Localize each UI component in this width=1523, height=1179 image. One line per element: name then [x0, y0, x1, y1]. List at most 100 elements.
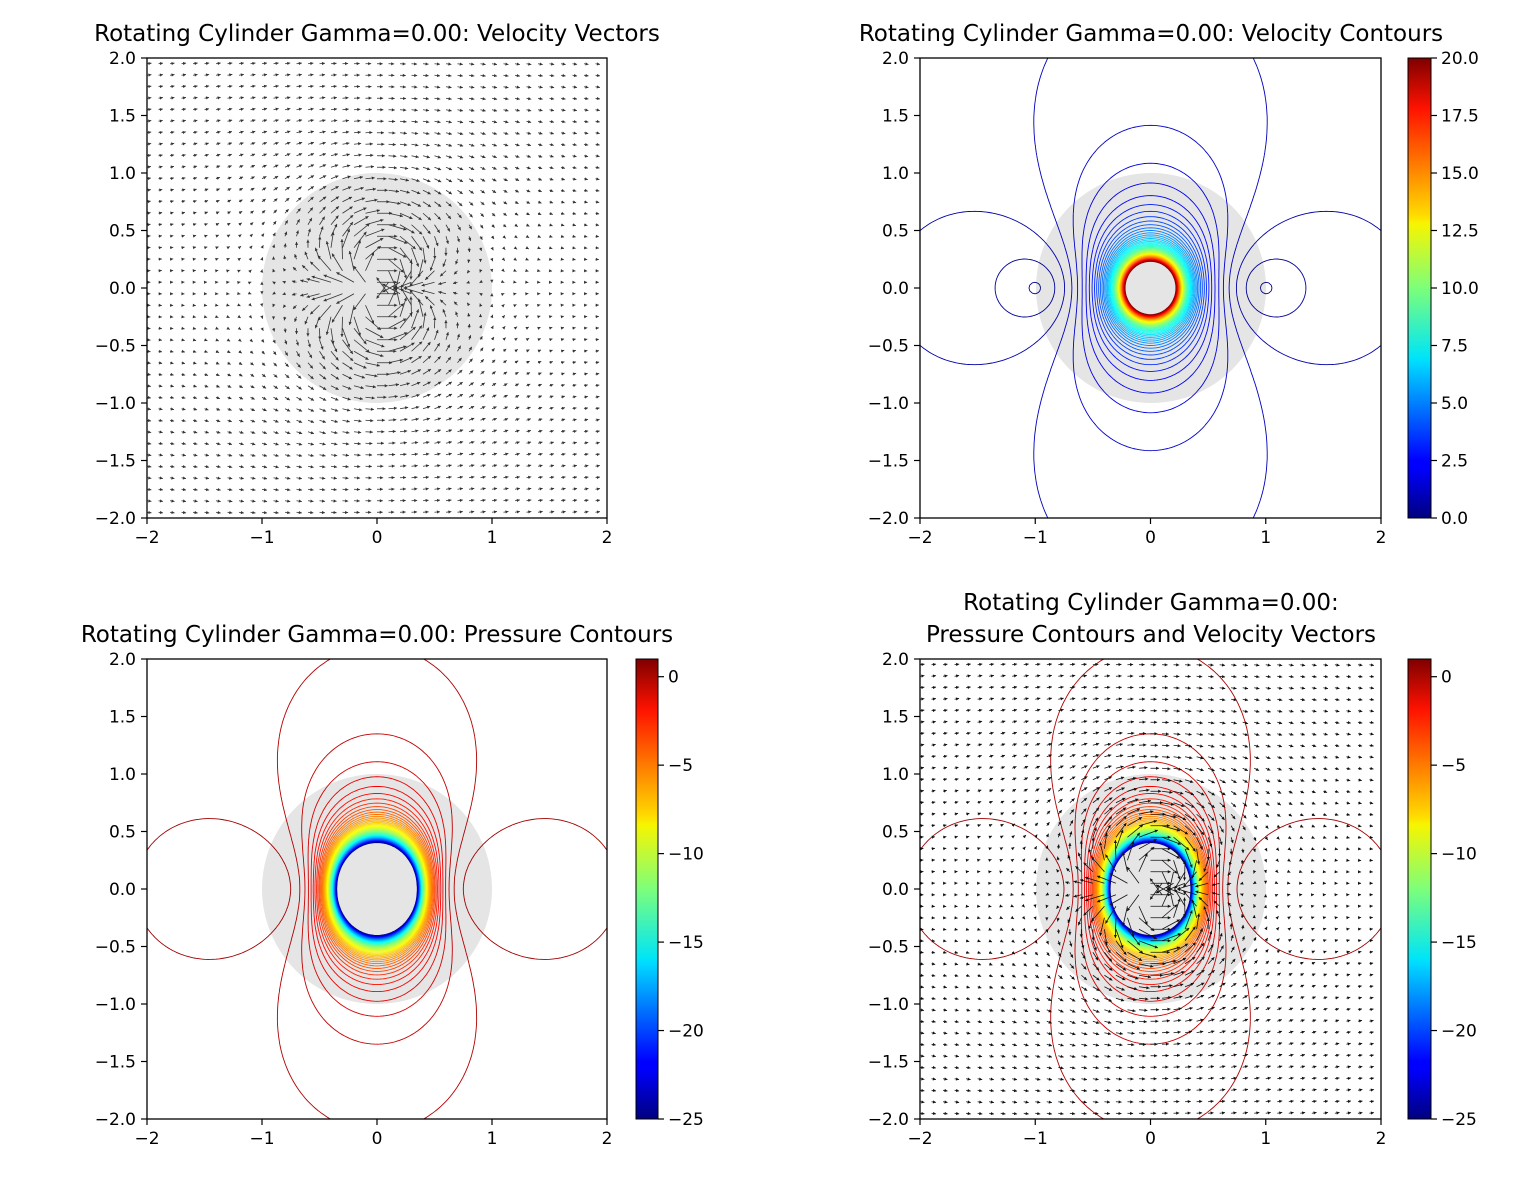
vector-head: [585, 85, 589, 89]
vector-head: [1347, 1042, 1351, 1046]
vector-head: [1324, 1099, 1329, 1104]
vector-head: [379, 73, 383, 77]
vector-head: [1187, 1076, 1192, 1081]
vector-head: [263, 96, 268, 100]
vector-head: [171, 487, 175, 492]
vector-head: [215, 234, 219, 238]
vector-head: [967, 1077, 971, 1081]
vector-head: [380, 353, 384, 358]
vector-head: [298, 431, 303, 435]
vector-head: [158, 315, 162, 319]
vector-head: [503, 201, 508, 205]
vector-head: [414, 510, 418, 514]
vector-head: [459, 464, 464, 468]
vector-head: [1233, 1099, 1237, 1103]
vector-head: [1358, 927, 1362, 931]
vector-head: [1095, 1100, 1099, 1104]
vector-head: [989, 1008, 994, 1012]
vector-head: [920, 962, 924, 966]
vector-head: [966, 1008, 971, 1012]
vector-head: [1091, 937, 1095, 941]
vector-head: [426, 417, 430, 421]
vector-head: [1334, 950, 1339, 954]
vector-head: [1267, 1065, 1271, 1069]
velocity-contour: [1088, 195, 1213, 381]
velocity-vector: [349, 250, 355, 271]
vector-head: [228, 419, 232, 423]
y-tick-label: 0.0: [109, 279, 136, 299]
velocity-vector: [331, 305, 343, 323]
vector-head: [978, 1054, 983, 1058]
vector-head: [238, 350, 242, 354]
colorbar-tick-label: 17.5: [1441, 107, 1479, 127]
vector-head: [1189, 995, 1194, 999]
velocity-vector: [399, 312, 413, 329]
vector-head: [459, 510, 463, 514]
vector-head: [525, 304, 529, 308]
vector-head: [239, 396, 244, 400]
vector-head: [321, 510, 325, 515]
velocity-contour: [1085, 182, 1216, 394]
vector-head: [414, 487, 418, 491]
vector-head: [482, 510, 486, 514]
vector-head: [240, 153, 244, 157]
vector-head: [238, 211, 243, 215]
vector-head: [966, 985, 970, 989]
vector-head: [525, 246, 529, 250]
vector-head: [170, 315, 174, 319]
vector-head: [504, 441, 509, 445]
vector-head: [240, 107, 244, 111]
vector-head: [525, 338, 530, 342]
vector-head: [1013, 1020, 1017, 1024]
vector-head: [550, 120, 554, 124]
velocity-vector: [399, 259, 407, 279]
vector-head: [444, 320, 448, 324]
vector-head: [380, 441, 384, 445]
vector-head: [409, 260, 413, 264]
vector-head: [1256, 1065, 1260, 1069]
vector-head: [394, 177, 398, 182]
vector-head: [273, 209, 277, 214]
vector-head: [418, 216, 422, 220]
vector-head: [468, 346, 472, 351]
vector-head: [262, 385, 267, 389]
vector-head: [1290, 1065, 1294, 1069]
vector-head: [171, 476, 175, 480]
vector-head: [226, 280, 230, 284]
vector-head: [345, 465, 349, 469]
vector-head: [1244, 1030, 1249, 1034]
x-axis: −2 −1 0 1 2: [134, 1119, 612, 1149]
vector-head: [584, 131, 589, 135]
velocity-vector: [606, 98, 607, 99]
vector-head: [550, 395, 554, 399]
vector-head: [1382, 974, 1385, 977]
vector-head: [527, 120, 532, 124]
vector-head: [562, 464, 566, 468]
vector-head: [573, 441, 577, 445]
x-tick-label: 1: [1260, 528, 1271, 548]
vector-head: [158, 200, 163, 204]
vector-head: [448, 498, 452, 503]
velocity-vector: [400, 270, 412, 289]
vector-head: [471, 464, 475, 468]
vector-head: [228, 430, 232, 434]
vector-head: [215, 211, 220, 215]
velocity-contour: [1113, 247, 1188, 329]
vector-head: [147, 257, 151, 261]
vector-head: [607, 315, 610, 318]
vector-head: [237, 269, 241, 273]
vector-head: [1002, 1089, 1006, 1093]
vector-head: [435, 242, 439, 247]
vector-head: [275, 476, 279, 480]
vector-head: [159, 487, 163, 492]
vector-head: [493, 74, 498, 78]
vector-head: [414, 131, 419, 135]
vector-head: [415, 309, 419, 313]
vector-head: [300, 279, 304, 283]
vector-head: [1300, 984, 1305, 988]
vector-head: [417, 203, 421, 207]
vector-head: [251, 385, 255, 389]
vector-head: [1222, 1030, 1226, 1034]
vector-head: [323, 298, 327, 302]
vector-head: [990, 1066, 994, 1070]
